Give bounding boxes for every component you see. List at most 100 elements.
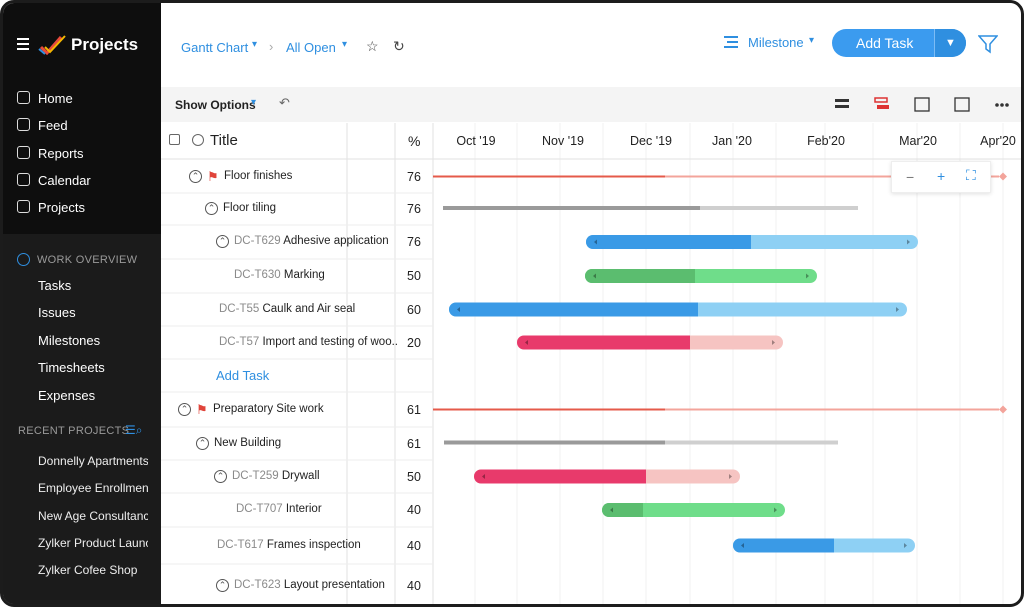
task-bar-progress	[602, 503, 643, 517]
toolbar-icons	[835, 97, 1009, 112]
filter-select[interactable]: All Open	[286, 40, 336, 55]
collapse-icon[interactable]: ⌃	[216, 578, 229, 592]
milestone-diamond	[999, 172, 1007, 181]
refresh-icon[interactable]: ↻	[393, 38, 405, 54]
task-name[interactable]: Preparatory Site work	[213, 402, 324, 415]
caret: ▾	[251, 97, 257, 108]
task-bar-progress	[474, 469, 646, 484]
nav-icon	[17, 173, 30, 186]
fit-icon[interactable]: ⛶	[966, 167, 976, 183]
collapse-icon[interactable]: ⌃	[189, 169, 202, 183]
task-name[interactable]: Layout presentation	[283, 578, 385, 591]
task-title: DC-T630 Marking	[234, 269, 325, 281]
caret: ▾	[342, 39, 348, 50]
task-name[interactable]: Marking	[283, 269, 325, 281]
milestone-icon: ⚑	[207, 168, 219, 184]
add-task-button[interactable]: Add Task ▼	[832, 29, 966, 57]
month-label: Apr'20	[980, 134, 1016, 148]
task-name[interactable]: Adhesive application	[283, 235, 389, 247]
task-bar-progress	[585, 269, 695, 283]
add-task-link[interactable]: Add Task	[216, 367, 270, 383]
bar-handle	[806, 273, 809, 279]
nav-icon	[17, 200, 30, 213]
bar-handle	[457, 307, 460, 312]
nav-icon	[17, 146, 30, 159]
add-task-dropdown[interactable]: ▼	[934, 29, 966, 57]
percent: 60	[407, 302, 421, 317]
task-name[interactable]: Import and testing of woo..	[262, 335, 398, 348]
gantt-grid	[161, 123, 1021, 604]
bar-handle	[907, 239, 910, 245]
undo-icon[interactable]: ↶	[279, 95, 290, 110]
section-icons: ☰⌕	[125, 423, 143, 437]
caret: ▾	[809, 35, 815, 46]
month-label: Feb'20	[807, 134, 845, 148]
task-name[interactable]: Floor finishes	[224, 169, 293, 182]
project-item[interactable]: New Age Consultancy	[38, 508, 148, 523]
project-item[interactable]: Zylker Cofee Shop	[38, 563, 138, 578]
group-bar	[443, 206, 700, 210]
percent: 61	[407, 436, 421, 451]
nav-item[interactable]: Home	[38, 91, 73, 106]
filter-icon[interactable]	[978, 34, 998, 54]
nav-item[interactable]: Tasks	[38, 278, 72, 293]
nav-item[interactable]: Milestones	[38, 332, 101, 348]
task-id: DC-T623	[234, 578, 281, 591]
bar-handle	[896, 307, 899, 312]
group-icon	[724, 36, 738, 48]
nav-item[interactable]: Calendar	[38, 173, 91, 188]
project-item[interactable]: Donnelly Apartments	[38, 454, 148, 468]
task-id: DC-T259	[232, 469, 279, 482]
zoom-in[interactable]: +	[937, 168, 946, 184]
bar-handle	[772, 340, 775, 345]
nav-item[interactable]: Reports	[38, 146, 84, 161]
percent: 20	[407, 335, 421, 350]
task-bar-progress	[449, 302, 698, 317]
nav-item[interactable]: Expenses	[38, 387, 96, 403]
task-title: DC-T707 Interior	[236, 503, 322, 515]
collapse-icon[interactable]: ⌃	[178, 402, 191, 416]
task-id: DC-T630	[234, 269, 281, 281]
collapse-icon[interactable]: ⌃	[205, 202, 218, 215]
task-title: New Building	[214, 437, 281, 449]
task-id: DC-T629	[234, 235, 281, 247]
nav-item[interactable]: Projects	[38, 200, 85, 215]
task-name[interactable]: Caulk and Air seal	[262, 302, 356, 315]
percent: 40	[407, 538, 421, 553]
bar-handle	[525, 340, 528, 345]
show-options[interactable]: Show Options	[175, 98, 256, 112]
task-name[interactable]: Frames inspection	[266, 538, 361, 551]
task-name[interactable]: Floor tiling	[223, 202, 277, 214]
add-task-label: Add Task	[856, 35, 914, 51]
nav-item[interactable]: Timesheets	[38, 360, 105, 376]
nav-item[interactable]: Feed	[38, 118, 68, 133]
task-name[interactable]: Drywall	[281, 469, 320, 482]
bar-handle	[741, 543, 744, 548]
bar-handle	[610, 507, 613, 513]
view-select[interactable]: Gantt Chart	[181, 40, 249, 55]
nav-item[interactable]: Issues	[38, 305, 76, 321]
task-name[interactable]: Interior	[285, 503, 322, 515]
collapse-icon[interactable]: ⌃	[216, 235, 229, 248]
bar-handle	[729, 474, 732, 479]
percent: 40	[407, 578, 421, 593]
percent: 61	[407, 402, 421, 417]
group-select[interactable]: Milestone	[748, 35, 804, 50]
zoom-control: − + ⛶	[891, 161, 991, 193]
star-icon[interactable]: ☆	[366, 38, 379, 54]
task-name[interactable]: New Building	[214, 436, 282, 449]
bar-handle	[593, 273, 596, 279]
milestone-diamond	[999, 405, 1007, 414]
zoom-out[interactable]: −	[906, 169, 915, 185]
bar-handle	[482, 474, 485, 479]
collapse-icon[interactable]: ⌃	[214, 469, 227, 483]
column-header: %	[408, 133, 421, 149]
project-item[interactable]: Zylker Product Launch	[38, 535, 148, 550]
collapse-icon[interactable]: ⌃	[196, 436, 209, 450]
month-label: Mar'20	[899, 134, 937, 148]
nav-icon	[17, 91, 30, 104]
percent: 76	[407, 202, 421, 216]
task-id: DC-T617	[217, 538, 264, 551]
project-item[interactable]: Employee Enrollment	[38, 481, 148, 496]
